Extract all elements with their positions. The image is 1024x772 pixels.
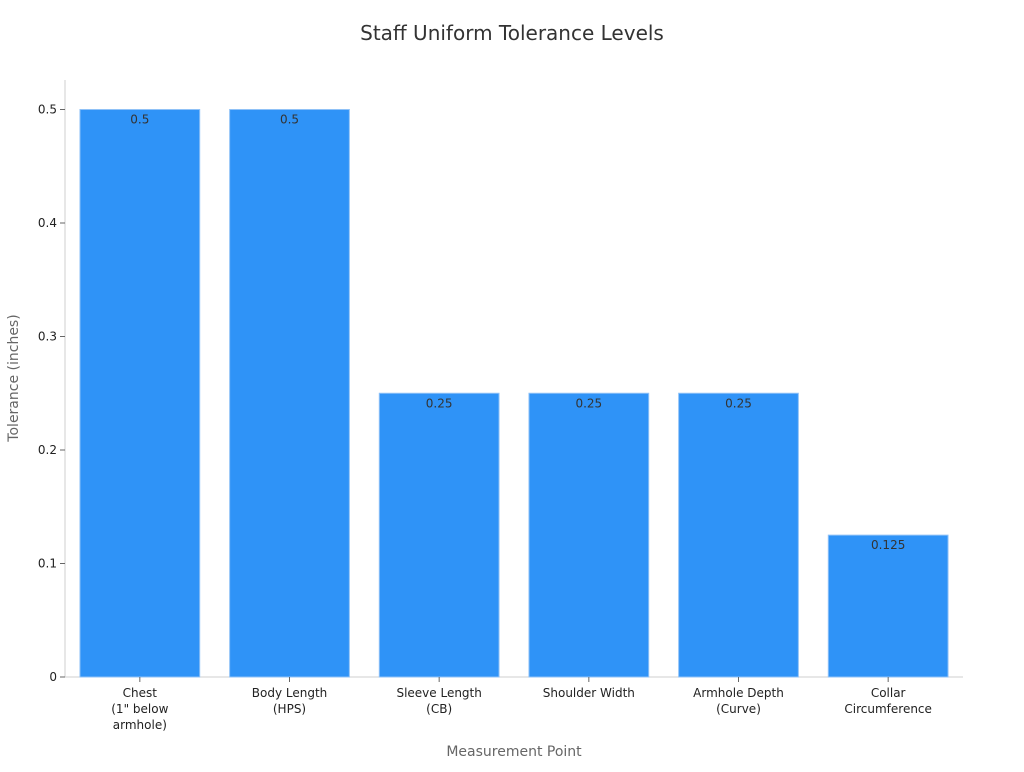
chart-title: Staff Uniform Tolerance Levels — [360, 21, 664, 45]
x-tick-label-line: Body Length — [252, 686, 328, 700]
x-tick-label-line: (Curve) — [716, 702, 761, 716]
x-tick-label: Chest (1" below armhole) — [111, 686, 168, 732]
y-tick-label: 0.3 — [38, 330, 57, 344]
x-tick-label: Collar Circumference — [844, 686, 932, 716]
x-tick-label: Sleeve Length (CB) — [396, 686, 481, 716]
bar — [378, 392, 500, 678]
x-tick-label-line: (HPS) — [273, 702, 306, 716]
bar — [827, 534, 949, 678]
bar — [229, 109, 350, 678]
x-tick-label-line: (CB) — [426, 702, 452, 716]
bar — [528, 392, 650, 678]
plot-area: 0 0.1 0.2 0.3 0.4 0.5 0.5 Chest (1" below armhole… — [38, 80, 963, 732]
x-tick-label-line: Armhole Depth — [693, 686, 784, 700]
x-tick-label-line: (1" below — [111, 702, 168, 716]
y-tick-label: 0.5 — [38, 103, 57, 117]
y-tick-label: 0.4 — [38, 216, 57, 230]
x-axis-label: Measurement Point — [446, 744, 582, 760]
y-tick-label: 0.2 — [38, 443, 57, 457]
bar-value-label: 0.5 — [280, 113, 299, 127]
x-tick-label-line: Circumference — [844, 702, 932, 716]
x-tick-label: Shoulder Width — [543, 686, 635, 700]
bar-value-label: 0.25 — [426, 396, 453, 410]
y-tick-label: 0 — [49, 670, 57, 684]
bar — [678, 392, 799, 678]
bar-value-label: 0.25 — [575, 396, 602, 410]
x-tick-label-line: armhole) — [113, 718, 167, 732]
y-axis-label: Tolerance (inches) — [6, 314, 22, 442]
x-tick-label-line: Shoulder Width — [543, 686, 635, 700]
y-tick-label: 0.1 — [38, 557, 57, 571]
bar-value-label: 0.125 — [871, 538, 905, 552]
x-tick-label-line: Collar — [871, 686, 906, 700]
x-tick-label: Armhole Depth (Curve) — [693, 686, 784, 716]
bar-value-label: 0.25 — [725, 396, 752, 410]
x-tick-label: Body Length (HPS) — [252, 686, 328, 716]
x-tick-label-line: Chest — [123, 686, 158, 700]
bar — [79, 109, 201, 678]
x-tick-label-line: Sleeve Length — [396, 686, 481, 700]
bar-value-label: 0.5 — [130, 113, 149, 127]
